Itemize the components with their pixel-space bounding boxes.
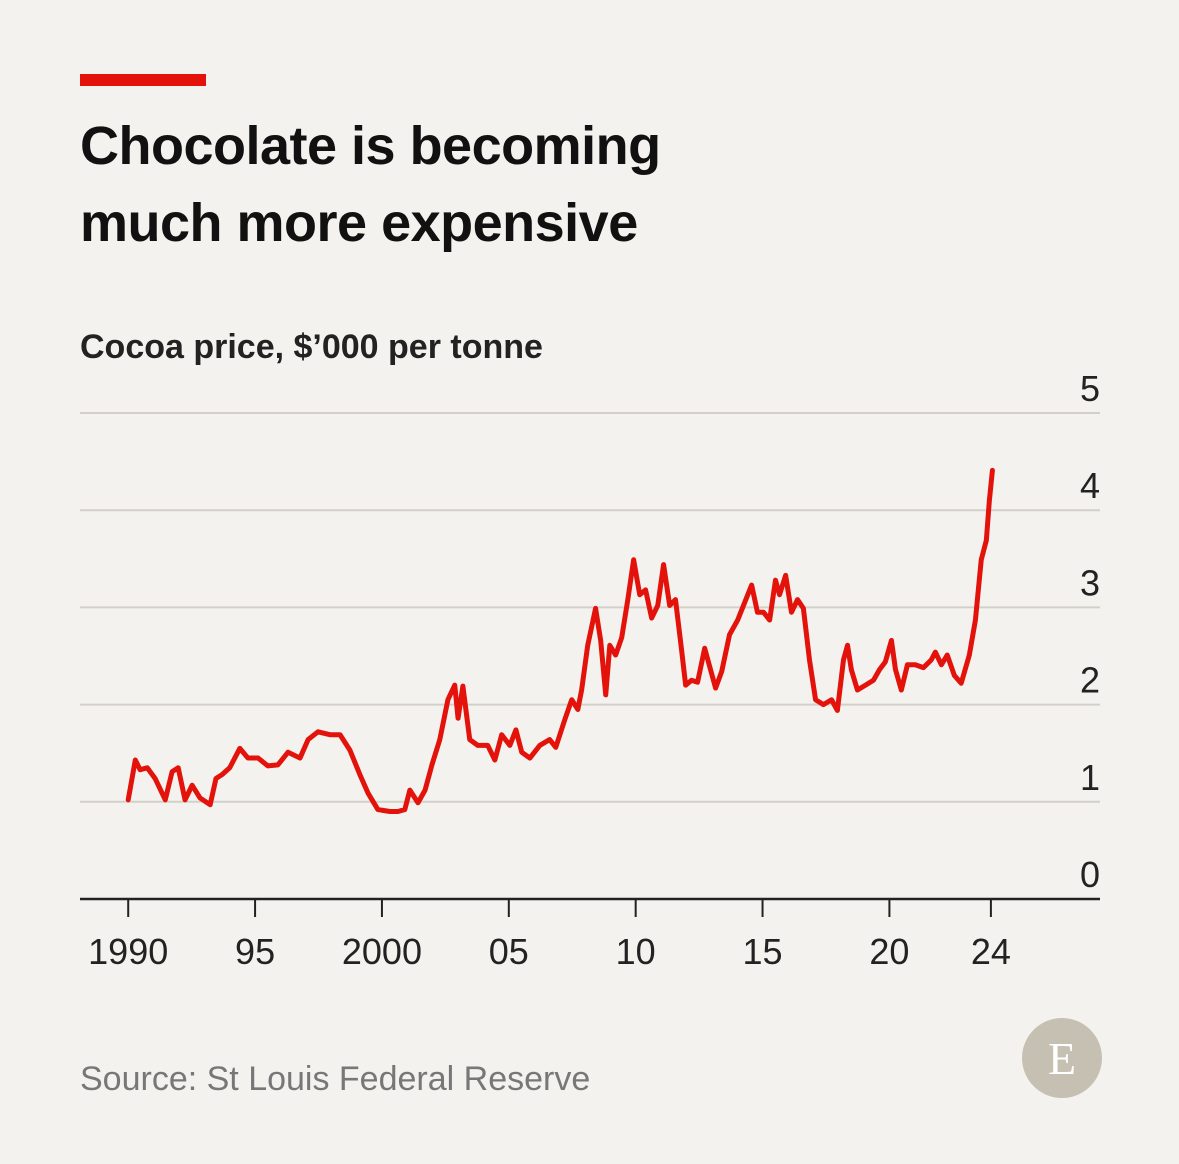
- x-tick-label: 24: [971, 931, 1011, 972]
- y-tick-label: 3: [1080, 562, 1100, 603]
- y-tick-label: 2: [1080, 660, 1100, 701]
- y-tick-label: 1: [1080, 757, 1100, 798]
- logo: E: [1048, 1033, 1076, 1084]
- x-tick-label: 1990: [88, 931, 168, 972]
- x-tick-label: 2000: [342, 931, 422, 972]
- chart-title: Chocolate is becoming much more expensiv…: [80, 116, 661, 253]
- y-tick-label: 0: [1080, 854, 1100, 895]
- source-note: Source: St Louis Federal Reserve: [80, 1060, 591, 1098]
- x-tick-label: 15: [743, 931, 783, 972]
- logo-badge: [1022, 1018, 1102, 1098]
- chart-subtitle: Cocoa price, $’000 per tonne: [80, 328, 543, 366]
- x-tick-label: 05: [489, 931, 529, 972]
- price-line: [125, 467, 995, 815]
- x-tick-label: 20: [869, 931, 909, 972]
- x-tick-label: 10: [616, 931, 656, 972]
- y-tick-label: 4: [1080, 465, 1100, 506]
- accent-bar: [80, 74, 206, 86]
- x-tick-label: 95: [235, 931, 275, 972]
- y-tick-label: 5: [1080, 368, 1100, 409]
